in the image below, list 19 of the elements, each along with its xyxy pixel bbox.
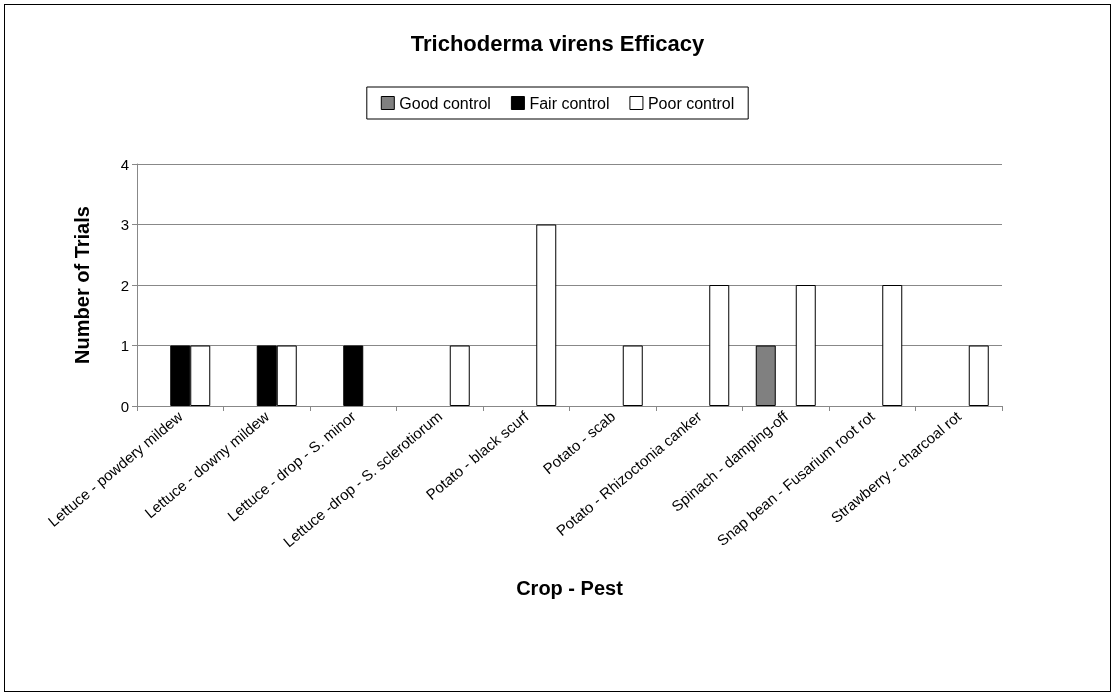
bar: [968, 345, 989, 406]
bar: [882, 285, 903, 406]
y-axis-title: Number of Trials: [71, 206, 93, 364]
bar: [536, 224, 557, 406]
bar: [622, 345, 643, 406]
y-tick-label: 1: [120, 337, 129, 354]
y-tick-label: 0: [120, 397, 129, 415]
bar: [343, 345, 364, 406]
x-axis-title: Crop - Pest: [516, 577, 624, 599]
y-tick-label: 4: [120, 155, 129, 173]
y-tick-label: 3: [120, 216, 129, 233]
legend-label: Good control: [399, 94, 491, 112]
y-tick-label: 2: [120, 276, 129, 294]
legend-label: Fair control: [529, 94, 610, 112]
bar: [449, 345, 470, 406]
bar: [795, 285, 816, 406]
bar: [709, 285, 730, 406]
legend-label: Poor control: [647, 94, 735, 112]
chart-title: Trichoderma virens Efficacy: [410, 30, 705, 56]
